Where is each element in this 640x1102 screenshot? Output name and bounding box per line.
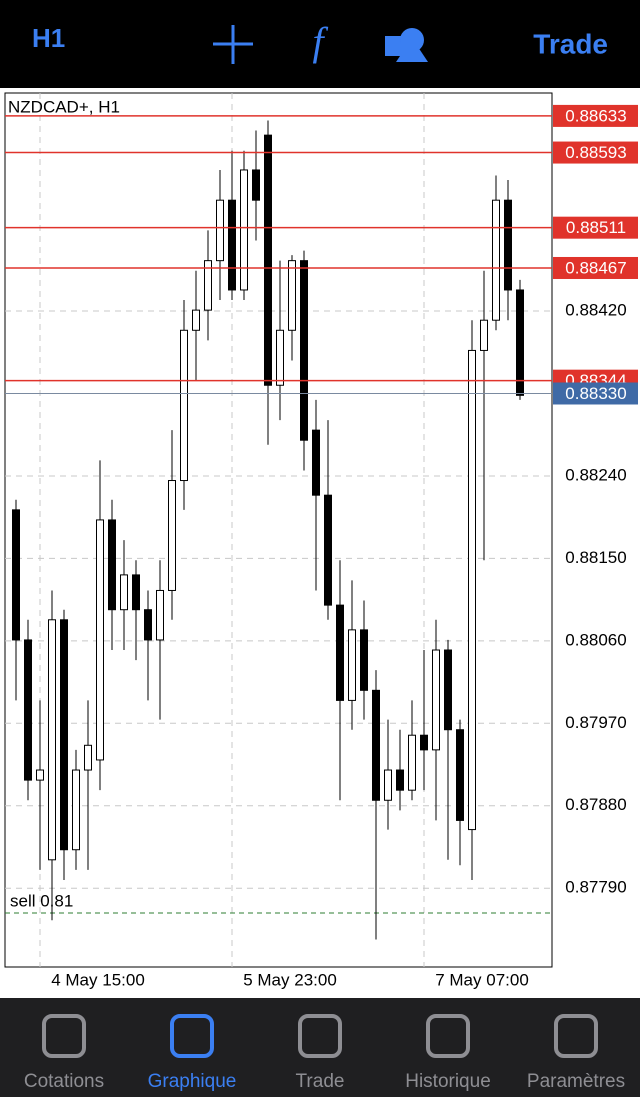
tab-label: Paramètres [527,1071,625,1092]
tab-label: Cotations [24,1071,104,1092]
candle-body [24,639,32,781]
tab-icon [298,1014,342,1058]
chart: 0.88420 0.88240 0.88150 0.88060 0.87970 0.878… [5,93,638,989]
candle-body [156,589,164,641]
tab-label: Trade [296,1071,345,1092]
candle-body [348,629,356,701]
candle-body [288,260,296,331]
tab[interactable]: Graphique [148,1014,237,1092]
candle-body [144,609,152,641]
chart-title: NZDCAD+, H1 [8,97,120,116]
candle-body [384,769,392,801]
candle-body [492,199,500,321]
candle-body [504,199,512,291]
candle-body [108,519,116,611]
trade-button[interactable]: Trade [533,28,608,59]
candle-body [372,689,380,801]
tab-icon [170,1014,214,1058]
tab-icon [554,1014,598,1058]
candle-body [48,619,56,861]
candle-body [276,329,284,386]
candle-body [60,619,68,851]
tab-icon [426,1014,470,1058]
candle-body [420,734,428,751]
candle-body [432,649,440,751]
candle-body [456,729,464,821]
x-tick-label: 5 May 23:00 [243,970,337,989]
objects-icon[interactable] [385,28,428,62]
candle-body [324,494,332,606]
x-tick-label: 7 May 07:00 [435,970,529,989]
candle-body [408,734,416,791]
crosshair-icon[interactable] [213,25,253,64]
y-tick-label: 0.88240 [565,465,626,484]
y-tick-label: 0.88150 [565,548,626,567]
tabs: Cotations Graphique Trade Historique Paramèt… [24,1014,625,1092]
y-tick-label: 0.87880 [565,795,626,814]
candle-body [444,649,452,731]
price-level-tag [553,216,638,239]
candle-body [264,134,272,386]
candle-body [300,260,308,441]
x-tick-label: 4 May 15:00 [51,970,145,989]
tab[interactable]: Cotations [24,1014,104,1092]
candle-body [468,349,476,831]
y-tick-label: 0.88060 [565,630,626,649]
candle-body [360,629,368,691]
candle-body [252,169,260,201]
y-tick-label: 0.88420 [565,301,626,320]
candle-body [120,574,128,611]
tab[interactable]: Trade [296,1014,345,1092]
tab-label: Graphique [148,1071,237,1092]
price-level-tag [553,104,638,127]
candle-body [516,289,524,396]
candle-body [12,509,20,641]
bid-tag [553,382,638,405]
candle-body [132,574,140,611]
price-level-label: 0.88593 [565,143,626,162]
price-level-label: 0.88511 [566,218,626,237]
timeframe-button[interactable]: H1 [32,23,65,53]
candle-body [192,309,200,331]
candle-body [480,319,488,351]
tab-label: Historique [405,1071,491,1092]
price-level-label: 0.88467 [565,258,626,277]
candle-body [312,429,320,496]
candle-body [36,769,44,781]
price-level-label: 0.88633 [565,106,626,125]
candle-body [204,260,212,311]
candle-body [72,769,80,851]
candle-body [228,199,236,291]
tab[interactable]: Historique [405,1014,491,1092]
tab[interactable]: Paramètres [527,1014,625,1092]
candle-body [396,769,404,791]
order-label: sell 0.81 [10,891,73,910]
tab-icon [42,1014,86,1058]
candle-body [168,480,176,591]
candle-body [336,604,344,701]
candle-body [180,329,188,482]
candle-body [84,744,92,771]
toolbar [0,0,640,88]
candle-body [96,519,104,761]
y-tick-label: 0.87790 [565,878,626,897]
y-tick-label: 0.87970 [565,713,626,732]
price-level-tag [553,141,638,164]
price-level-tag [553,256,638,279]
bid-label: 0.88330 [565,384,626,403]
candle-body [240,169,248,291]
candle-body [216,199,224,262]
